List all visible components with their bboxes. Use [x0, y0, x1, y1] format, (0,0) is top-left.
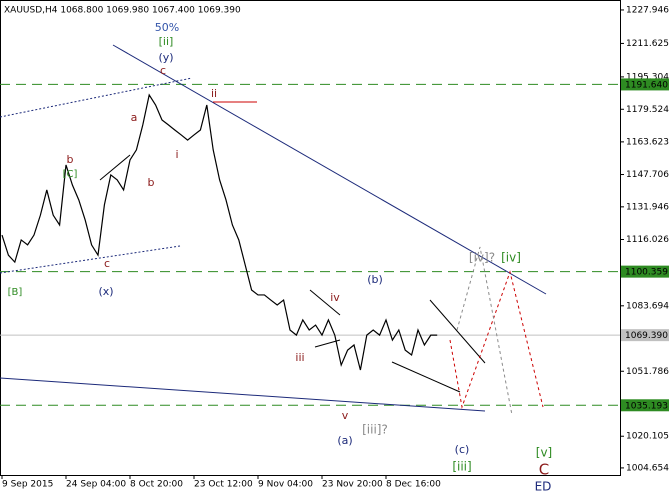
- wave-label: [ii]: [159, 35, 174, 48]
- wave-label: 50%: [155, 21, 179, 34]
- wave-label: [B]: [8, 287, 23, 298]
- wave-label: [C]: [63, 169, 78, 180]
- wave-label: [v]: [536, 446, 552, 460]
- wave-label: a: [131, 111, 138, 124]
- x-tick-label: 8 Oct 20:00: [130, 480, 183, 490]
- wedge-line: [391, 361, 461, 393]
- y-tick-label: 1147.706: [626, 170, 669, 180]
- x-tick-label: 8 Dec 16:00: [386, 480, 441, 490]
- wave-label: [iii]?: [362, 423, 388, 437]
- level-box: [621, 78, 669, 91]
- projection: [456, 246, 513, 416]
- y-tick-label: 1083.694: [626, 301, 669, 311]
- wave-labels: 50% [ii] (y) c ii a b [C] i b c [B] (x) …: [8, 21, 553, 494]
- y-tick-label: 1131.946: [626, 202, 669, 212]
- wave-label: iv: [330, 291, 340, 304]
- y-tick-label: 1163.623: [626, 137, 669, 147]
- x-tick-label: 9 Nov 04:00: [258, 480, 313, 490]
- y-tick-label: 1020.105: [626, 432, 669, 442]
- y-tick-label: 1211.625: [626, 39, 669, 49]
- wedge-line: [99, 154, 131, 181]
- level-box: [621, 329, 669, 342]
- y-tick-label: 1195.304: [626, 72, 669, 82]
- projection: [449, 270, 544, 409]
- wedge-line: [314, 339, 341, 348]
- x-tick-label: 24 Sep 04:00: [66, 480, 126, 490]
- wave-label: (x): [98, 285, 113, 298]
- level-box: [621, 265, 669, 278]
- wave-label: (c): [455, 443, 470, 456]
- wave-label: (y): [158, 51, 173, 64]
- level-box: [621, 399, 669, 412]
- wave-label: [iii]: [452, 460, 471, 474]
- drawings: [0, 44, 547, 416]
- wave-label: [iv]: [501, 251, 521, 265]
- wave-label: v: [342, 409, 349, 422]
- level-label: 1069.390: [625, 331, 668, 341]
- y-tick-label: 1004.654: [626, 463, 669, 473]
- wave-label: ED: [535, 480, 552, 494]
- wave-label: b: [148, 176, 155, 189]
- wave-label: (b): [367, 273, 383, 286]
- chart-title: XAUUSD,H4 1068.800 1069.980 1067.400 106…: [4, 6, 241, 16]
- wave-label: C: [539, 461, 549, 479]
- wave-label: iii: [295, 351, 304, 364]
- wave-label: (a): [337, 434, 352, 447]
- level-label: 1100.359: [625, 268, 668, 278]
- x-tick-label: 23 Nov 20:00: [322, 480, 383, 490]
- y-tick-label: 1179.524: [626, 105, 669, 115]
- y-tick-label: 1051.786: [626, 367, 669, 377]
- wave-label: [iv]?: [469, 251, 495, 265]
- channel-line: [0, 77, 193, 118]
- plot-frame: [0, 0, 621, 476]
- wave-label: i: [175, 148, 178, 161]
- wedge-line: [429, 299, 486, 364]
- y-tick-label: 1227.946: [626, 5, 669, 15]
- x-tick-label: 23 Oct 12:00: [194, 480, 253, 490]
- x-tick-label: 9 Sep 2015: [2, 480, 53, 490]
- level-label: 1035.193: [625, 401, 668, 411]
- wave-label: c: [160, 64, 166, 77]
- price-area: [0, 83, 620, 406]
- wave-label: c: [104, 257, 110, 270]
- level-label: 1191.640: [625, 80, 668, 90]
- trend-line: [0, 377, 486, 412]
- price-line: [1, 93, 438, 371]
- wave-label: ii: [211, 87, 217, 100]
- trend-line: [112, 44, 547, 295]
- wave-label: b: [67, 153, 74, 166]
- wedge-line: [309, 289, 341, 316]
- y-tick-label: 1116.026: [626, 235, 669, 245]
